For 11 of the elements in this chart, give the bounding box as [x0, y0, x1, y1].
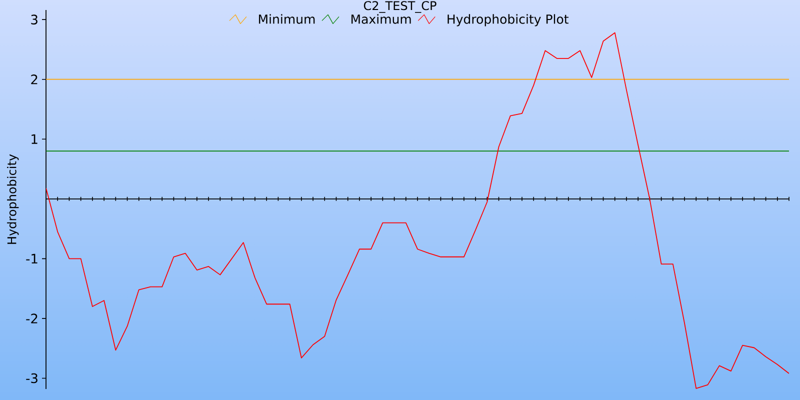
y-tick-label: 2 [31, 74, 38, 84]
legend-label: Hydrophobicity Plot [448, 14, 568, 26]
legend-label: Minimum [258, 14, 315, 24]
y-tick-label: 3 [31, 14, 38, 24]
y-axis-title: Hydrophobicity [7, 154, 19, 244]
y-tick-label: -1 [26, 254, 38, 264]
y-tick-label: 1 [32, 134, 38, 144]
y-tick-label: -2 [26, 314, 38, 324]
chart-title: C2_TEST_CP [364, 1, 436, 13]
legend-label: Maximum [351, 14, 411, 24]
y-tick-label: -3 [26, 373, 38, 384]
